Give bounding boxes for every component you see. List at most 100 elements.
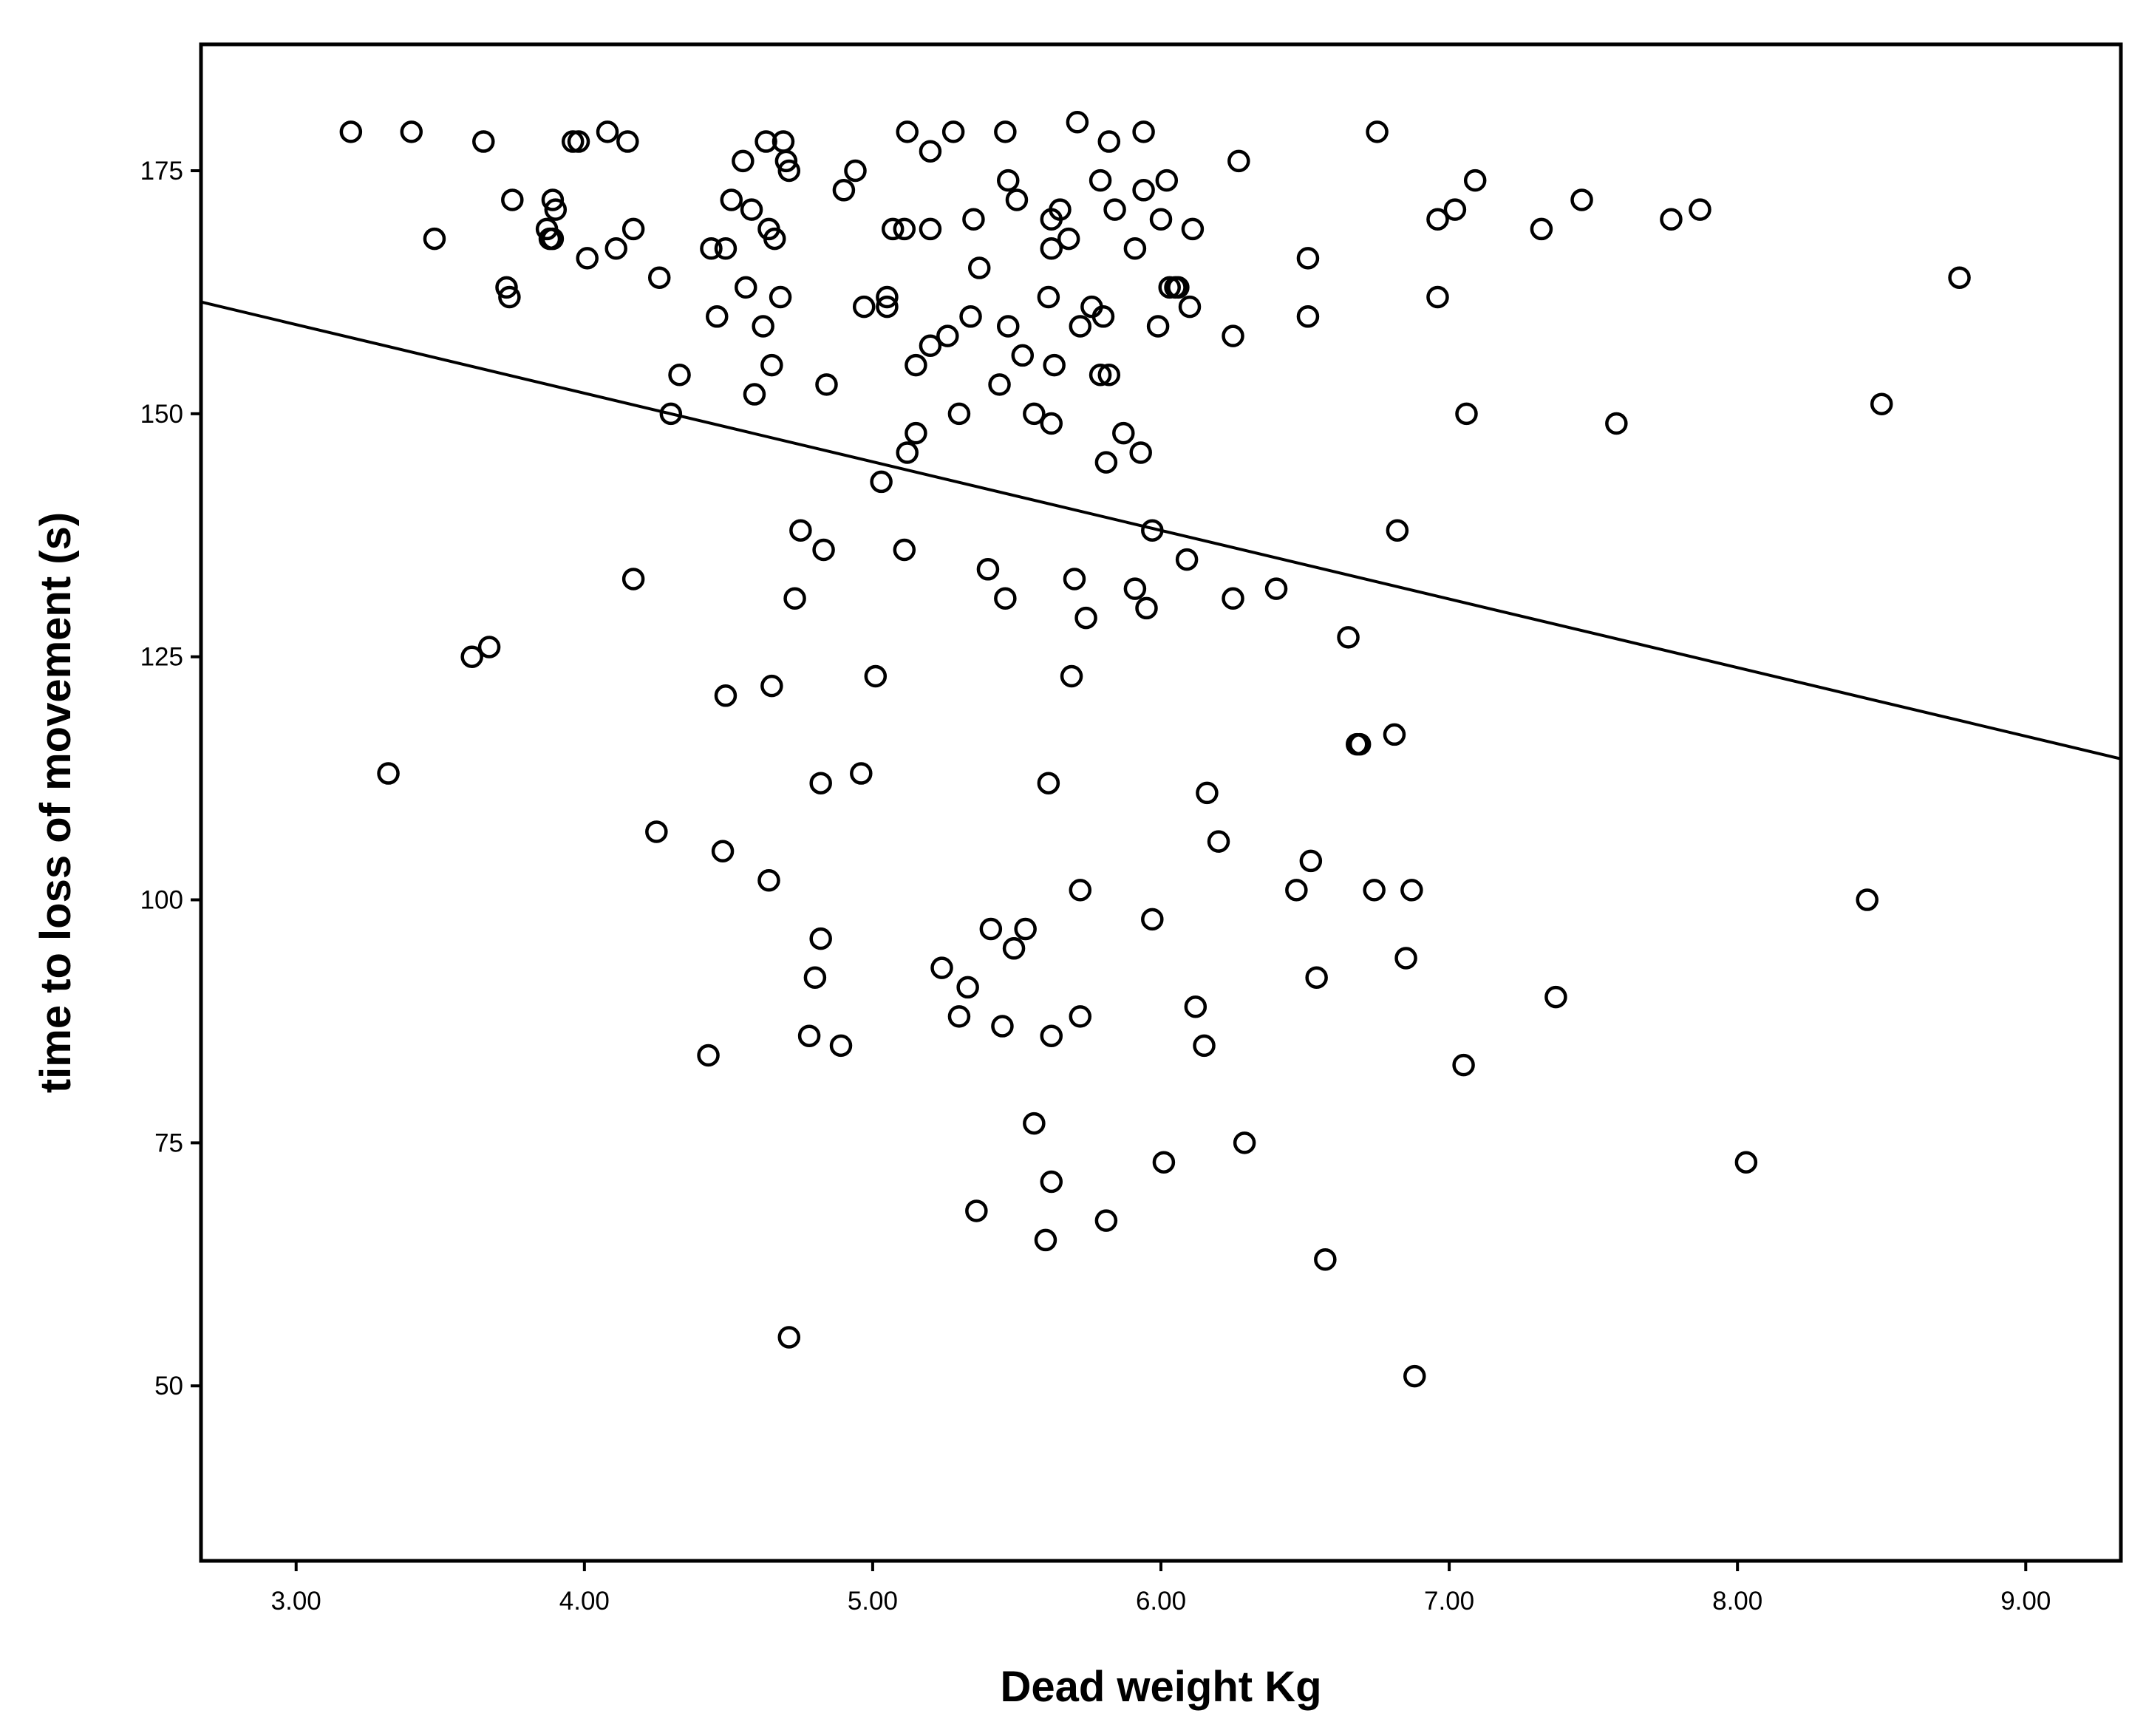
data-point (1089, 363, 1112, 387)
x-tick-label: 3.00 (271, 1587, 321, 1616)
data-point (700, 236, 723, 260)
data-point (645, 820, 668, 843)
data-point (541, 227, 565, 251)
data-point (1605, 412, 1628, 435)
data-point (1069, 1005, 1092, 1028)
data-point (1091, 305, 1115, 328)
data-point (893, 538, 916, 562)
data-point (1660, 208, 1683, 231)
data-point (777, 1326, 801, 1349)
data-point (769, 285, 792, 309)
data-point (876, 295, 899, 319)
data-point (1034, 1228, 1057, 1252)
data-point (829, 1034, 853, 1058)
y-tick-label: 150 (140, 400, 183, 429)
data-point (1264, 577, 1288, 600)
data-point (1734, 1151, 1758, 1174)
data-point (1366, 120, 1389, 143)
data-point (544, 198, 568, 221)
data-point (576, 247, 599, 270)
data-point (967, 256, 991, 279)
data-point (919, 140, 942, 163)
data-point (941, 120, 965, 143)
data-point (774, 149, 798, 173)
data-point (1463, 169, 1487, 192)
data-point (1383, 723, 1406, 746)
data-point (797, 1024, 821, 1047)
data-point (1167, 276, 1190, 299)
data-point (1094, 451, 1118, 474)
data-point (711, 840, 735, 863)
data-point (1570, 188, 1593, 211)
data-point (1005, 188, 1029, 211)
data-point (1103, 198, 1126, 221)
data-point (991, 1015, 1014, 1038)
data-point (1014, 917, 1037, 941)
data-point (1037, 772, 1060, 794)
data-point (979, 917, 1003, 941)
data-point (1141, 519, 1164, 542)
data-point (596, 120, 619, 143)
data-point (956, 976, 979, 999)
data-point (720, 188, 743, 211)
x-tick-label: 7.00 (1424, 1587, 1474, 1616)
data-point (1299, 849, 1323, 873)
data-point (864, 664, 888, 688)
y-tick-label: 100 (140, 886, 183, 915)
data-point (919, 334, 942, 358)
plot-area-frame (199, 42, 2123, 1563)
data-point (1856, 888, 1878, 911)
data-point (1094, 1209, 1118, 1232)
data-point (1193, 1034, 1216, 1058)
data-point (621, 568, 645, 590)
data-point (495, 276, 518, 299)
data-point (1348, 732, 1372, 756)
data-point (377, 762, 400, 785)
data-point (477, 636, 501, 658)
data-point (1178, 295, 1202, 319)
data-point (1394, 947, 1417, 970)
data-point (743, 383, 766, 406)
data-point (1089, 169, 1112, 192)
data-point (1132, 120, 1155, 143)
data-point (567, 130, 590, 153)
data-point (1530, 217, 1553, 241)
data-point (1135, 596, 1158, 620)
data-point (1305, 966, 1328, 990)
y-tick-label: 175 (140, 157, 183, 185)
data-point (763, 227, 786, 251)
data-point (876, 285, 899, 309)
data-point (1141, 908, 1164, 931)
data-point (905, 421, 927, 445)
data-point (1112, 421, 1135, 445)
data-point (1002, 937, 1026, 960)
data-points-layer (339, 110, 1971, 1388)
data-point (1184, 995, 1207, 1018)
data-point (1149, 208, 1173, 231)
data-point (714, 684, 738, 707)
data-point (1296, 305, 1320, 328)
data-point (752, 315, 774, 338)
data-point (777, 159, 801, 183)
data-point (1132, 179, 1155, 202)
data-point (1146, 315, 1170, 338)
data-point (1060, 664, 1083, 688)
y-tick-label: 75 (154, 1129, 183, 1157)
data-point (1233, 1131, 1256, 1154)
data-point (976, 558, 1000, 581)
data-point (659, 402, 683, 426)
data-point (1097, 130, 1121, 153)
data-point (783, 587, 806, 610)
data-point (400, 120, 423, 143)
data-point (339, 120, 363, 143)
data-point (1400, 879, 1423, 902)
y-tick-label: 50 (154, 1372, 183, 1400)
data-point (714, 236, 738, 260)
data-point (1870, 392, 1893, 415)
data-point (988, 373, 1011, 396)
data-point (1544, 985, 1567, 1009)
data-point (1123, 577, 1147, 600)
data-point (809, 772, 832, 794)
data-point (501, 188, 524, 211)
data-point (1948, 266, 1971, 289)
